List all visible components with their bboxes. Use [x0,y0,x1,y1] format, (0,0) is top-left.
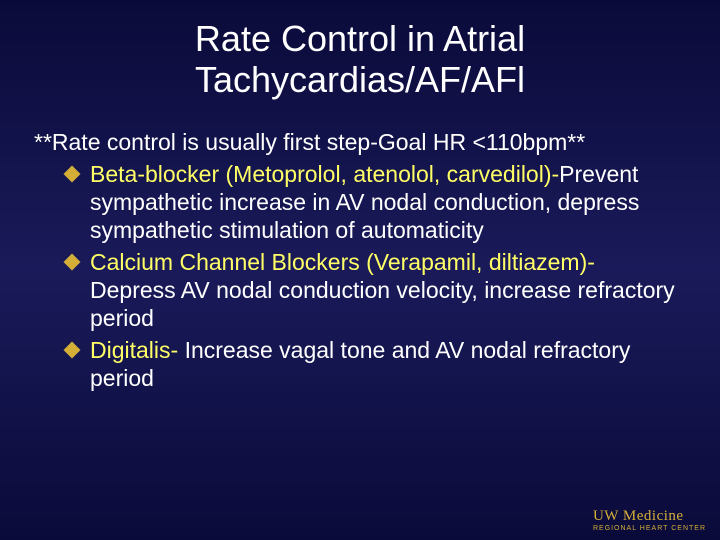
list-item: Beta-blocker (Metoprolol, atenolol, carv… [66,160,680,244]
logo-sub-text: REGIONAL HEART CENTER [593,525,706,532]
lead-text: **Rate control is usually first step-Goa… [34,129,680,156]
list-item: Calcium Channel Blockers (Verapamil, dil… [66,248,680,332]
diamond-icon [64,253,81,270]
slide: Rate Control in Atrial Tachycardias/AF/A… [0,0,720,540]
bullet-term: Digitalis- [90,337,178,363]
logo-main-text: UW Medicine [593,509,706,524]
diamond-icon [64,165,81,182]
bullet-list: Beta-blocker (Metoprolol, atenolol, carv… [40,160,680,392]
bullet-term: Beta-blocker (Metoprolol, atenolol, carv… [90,161,559,187]
slide-title: Rate Control in Atrial Tachycardias/AF/A… [40,18,680,101]
list-item: Digitalis- Increase vagal tone and AV no… [66,336,680,392]
bullet-term: Calcium Channel Blockers (Verapamil, dil… [90,249,595,275]
logo: UW Medicine REGIONAL HEART CENTER [593,509,706,532]
diamond-icon [64,342,81,359]
bullet-body: Depress AV nodal conduction velocity, in… [90,277,675,331]
